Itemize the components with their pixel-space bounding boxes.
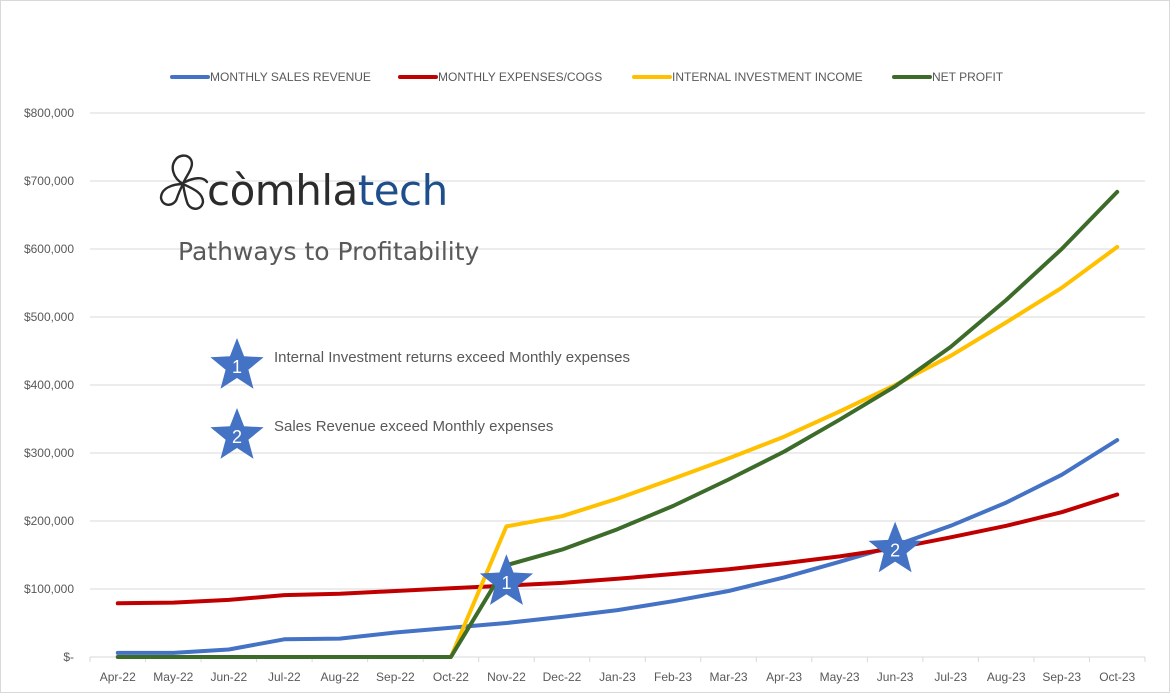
x-tick-label: Feb-23	[654, 670, 692, 684]
legend-label: NET PROFIT	[932, 70, 1004, 84]
series-line	[115, 438, 1120, 655]
brand-name-suffix: tech	[357, 166, 449, 215]
x-tick-label: Sep-22	[376, 670, 415, 684]
milestone-star-shape	[868, 521, 922, 573]
y-axis-ticks: $- $100,000 $200,000 $300,000 $400,000 $500,0…	[24, 106, 74, 664]
note-star-label: 2	[232, 427, 242, 447]
x-tick-label: Jun-23	[877, 670, 914, 684]
note-investment-exceeds-expenses: Internal Investment returns exceed Month…	[274, 349, 631, 366]
brand-name-prefix: còmhla	[207, 166, 358, 215]
milestone-star-label: 2	[890, 541, 900, 561]
x-tick-label: May-22	[153, 670, 193, 684]
y-tick-label: $700,000	[24, 174, 74, 188]
x-tick-label: Oct-22	[433, 670, 469, 684]
series-lines	[115, 189, 1120, 659]
x-axis-ticks: Apr-22 May-22 Jun-22 Jul-22 Aug-22 Sep-22 Oct-…	[89, 657, 1146, 684]
note-star-label: 1	[232, 357, 242, 377]
brand-name: còmhlatech	[207, 166, 448, 215]
note-star-icon: 2	[210, 408, 264, 459]
y-tick-label: $800,000	[24, 106, 74, 120]
y-tick-label: $600,000	[24, 242, 74, 256]
x-tick-label: Apr-22	[100, 670, 136, 684]
legend-item: NET PROFIT	[892, 70, 1004, 84]
x-tick-label: Aug-23	[987, 670, 1026, 684]
y-tick-label: $100,000	[24, 582, 74, 596]
x-tick-label: May-23	[820, 670, 860, 684]
x-tick-label: Nov-22	[487, 670, 526, 684]
y-tick-label: $300,000	[24, 446, 74, 460]
series-line	[115, 189, 1120, 659]
x-tick-label: Jun-22	[210, 670, 247, 684]
y-tick-label: $-	[63, 650, 74, 664]
y-tick-label: $200,000	[24, 514, 74, 528]
clover-logo-icon	[159, 154, 209, 210]
milestone-star-icon: 1	[479, 554, 534, 605]
series-line	[115, 492, 1120, 606]
x-tick-label: Jan-23	[599, 670, 636, 684]
y-tick-label: $400,000	[24, 378, 74, 392]
milestone-star-icon: 2	[868, 521, 922, 573]
legend-label: INTERNAL INVESTMENT INCOME	[672, 70, 863, 84]
milestone-stars: 12	[479, 521, 922, 605]
x-tick-label: Mar-23	[710, 670, 748, 684]
milestone-star-label: 1	[501, 573, 511, 593]
x-tick-label: Jul-23	[934, 670, 967, 684]
x-tick-label: Sep-23	[1042, 670, 1081, 684]
legend-item: INTERNAL INVESTMENT INCOME	[632, 70, 863, 84]
y-tick-label: $500,000	[24, 310, 74, 324]
x-tick-label: Dec-22	[543, 670, 582, 684]
legend-item: MONTHLY EXPENSES/COGS	[398, 70, 602, 84]
x-tick-label: Oct-23	[1099, 670, 1135, 684]
note-star-icon: 1	[210, 338, 264, 389]
x-tick-label: Apr-23	[766, 670, 802, 684]
legend-item: MONTHLY SALES REVENUE	[170, 70, 371, 84]
tagline: Pathways to Profitability	[178, 237, 480, 266]
legend-label: MONTHLY SALES REVENUE	[210, 70, 371, 84]
x-tick-label: Jul-22	[268, 670, 301, 684]
legend: MONTHLY SALES REVENUE MONTHLY EXPENSES/CO…	[170, 70, 1004, 84]
x-tick-label: Aug-22	[321, 670, 360, 684]
note-sales-exceed-expenses: Sales Revenue exceed Monthly expenses	[274, 418, 554, 435]
milestone-star-shape	[479, 554, 534, 605]
legend-label: MONTHLY EXPENSES/COGS	[438, 70, 602, 84]
